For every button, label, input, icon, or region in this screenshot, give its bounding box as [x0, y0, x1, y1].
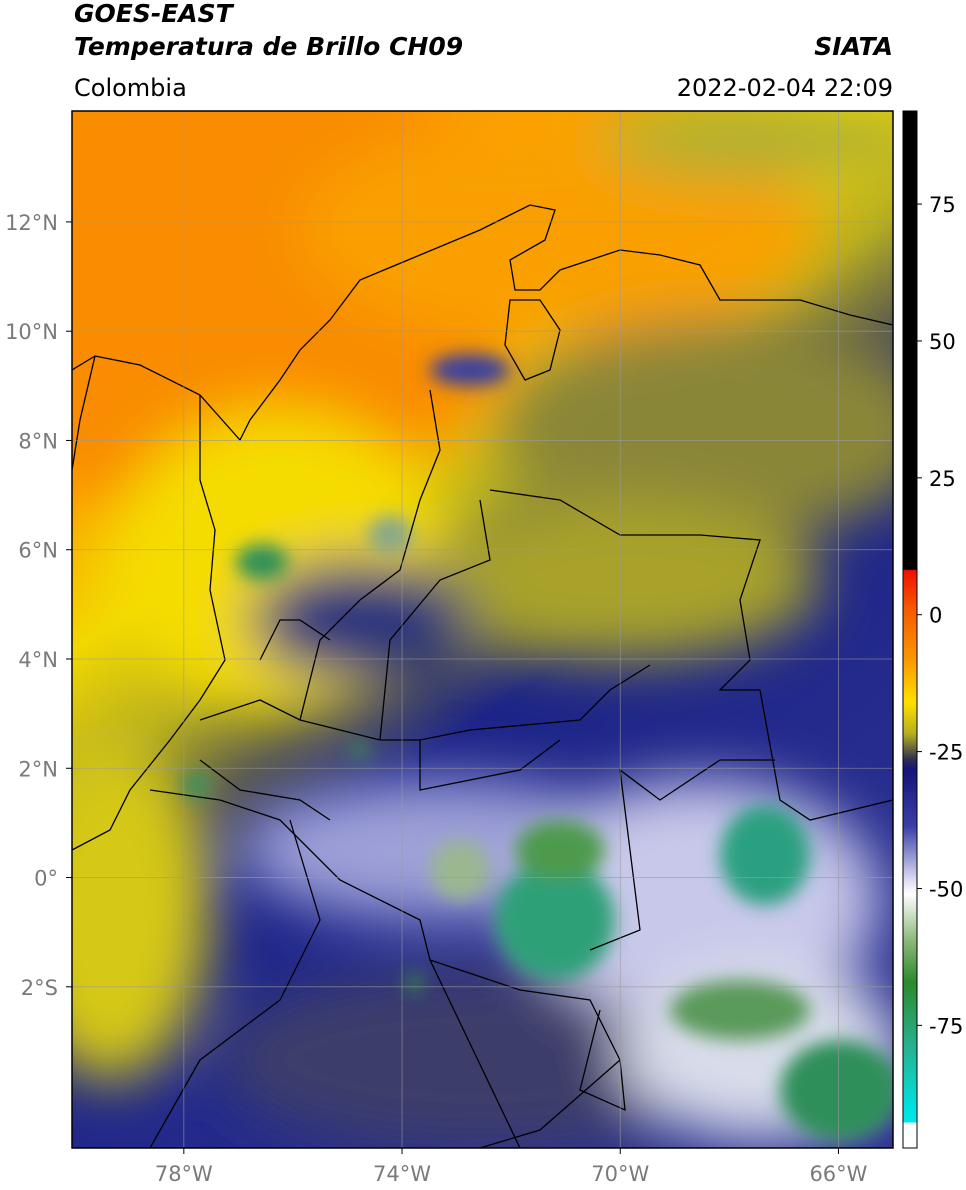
- y-tick-label: 10°N: [5, 320, 58, 344]
- y-tick-label: 8°N: [18, 429, 58, 453]
- y-tick-label: 6°N: [18, 539, 58, 563]
- x-tick-label: 78°W: [155, 1162, 213, 1186]
- y-tick-label: 12°N: [5, 211, 58, 235]
- satellite: GOES-EAST: [74, 0, 235, 28]
- y-tick-label: 2°N: [18, 757, 58, 781]
- map-frame: [71, 110, 894, 1149]
- colorbar-label: 75: [929, 193, 956, 217]
- colorbar-label: -75: [929, 1014, 963, 1038]
- y-tick-label: 2°S: [21, 976, 58, 1000]
- satellite-image: [72, 111, 893, 1148]
- datetime: 2022-02-04 22:09: [677, 74, 893, 102]
- x-tick-label: 70°W: [591, 1162, 649, 1186]
- grid: [72, 111, 893, 1148]
- colorbar-label: 25: [929, 467, 956, 491]
- colorbar: [902, 110, 918, 1149]
- colorbar-label: 0: [929, 604, 942, 628]
- colorbar-label: 50: [929, 330, 956, 354]
- region: Colombia: [74, 74, 187, 102]
- y-tick-label: 0°: [34, 867, 58, 891]
- source: SIATA: [814, 32, 893, 61]
- x-tick-label: 74°W: [373, 1162, 431, 1186]
- colorbar-label: -50: [929, 877, 963, 901]
- x-tick-label: 66°W: [809, 1162, 867, 1186]
- product: Temperatura de Brillo CH09: [74, 32, 463, 61]
- y-tick-label: 4°N: [18, 648, 58, 672]
- colorbar-label: -25: [929, 741, 963, 765]
